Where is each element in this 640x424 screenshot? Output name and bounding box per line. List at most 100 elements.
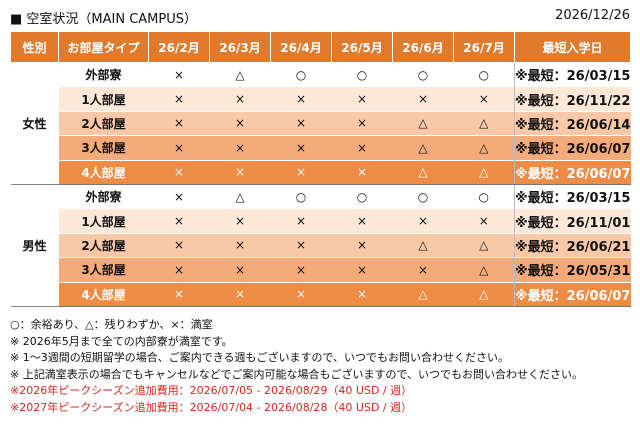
- availability-mark: △: [209, 183, 271, 209]
- updated-date: 2026/12/26: [555, 8, 630, 23]
- table-row: 4人部屋 × × × × △ △ ※最短：26/06/07-: [11, 159, 631, 185]
- availability-mark: ×: [209, 159, 271, 185]
- availability-mark: ×: [209, 208, 271, 234]
- availability-mark: ×: [331, 110, 393, 136]
- col-header-month: 26/3月: [209, 31, 271, 63]
- availability-mark: ×: [331, 257, 393, 283]
- availability-mark: ○: [331, 61, 393, 87]
- table-body: 女性 外部寮 × △ ○ ○ ○ ○ ※最短：26/03/15- 1人部屋 × × × × × × ※最短：26…: [10, 61, 631, 307]
- earliest-date-cell: ※最短：26/06/07-: [514, 281, 631, 307]
- room-type-cell: 1人部屋: [58, 208, 149, 234]
- availability-mark: ×: [209, 281, 271, 307]
- col-header-gender: 性別: [10, 31, 59, 63]
- col-header-month: 26/2月: [148, 31, 210, 63]
- room-type-cell: 2人部屋: [58, 232, 149, 258]
- room-type-cell: 外部寮: [58, 183, 149, 209]
- page-header: ■ 空室状況（MAIN CAMPUS） 2026/12/26: [10, 6, 630, 28]
- availability-mark: △: [392, 110, 454, 136]
- availability-mark: ×: [270, 208, 332, 234]
- availability-mark: △: [392, 281, 454, 307]
- availability-mark: ×: [331, 159, 393, 185]
- availability-mark: ×: [148, 110, 210, 136]
- availability-mark: ×: [148, 183, 210, 209]
- earliest-date-cell: ※最短：26/06/14-: [514, 110, 631, 136]
- availability-mark: △: [453, 110, 515, 136]
- availability-mark: ×: [270, 135, 332, 161]
- availability-mark: △: [392, 159, 454, 185]
- availability-mark: ×: [392, 86, 454, 112]
- availability-mark: ×: [270, 86, 332, 112]
- availability-mark: ○: [392, 183, 454, 209]
- col-header-month: 26/7月: [453, 31, 515, 63]
- availability-mark: ○: [270, 183, 332, 209]
- availability-mark: ×: [148, 281, 210, 307]
- room-type-cell: 外部寮: [58, 61, 149, 87]
- table-row: 1人部屋 × × × × × × ※最短：26/11/01-: [11, 208, 631, 234]
- table-row: 3人部屋 × × × × × △ ※最短：26/05/31-: [11, 257, 631, 283]
- earliest-date-cell: ※最短：26/03/15-: [514, 61, 631, 87]
- availability-mark: △: [453, 159, 515, 185]
- availability-mark: ○: [453, 61, 515, 87]
- availability-mark: ×: [331, 208, 393, 234]
- availability-mark: ×: [331, 86, 393, 112]
- table-row: 4人部屋 × × × × △ △ ※最短：26/06/07-: [11, 281, 631, 307]
- peak-season-note: ※2027年ピークシーズン追加費用：2026/07/04 - 2026/08/2…: [10, 400, 413, 414]
- availability-mark: ×: [209, 110, 271, 136]
- gender-cell: 男性: [10, 183, 59, 307]
- room-type-cell: 2人部屋: [58, 110, 149, 136]
- table-row: 2人部屋 × × × × △ △ ※最短：26/06/21-: [11, 232, 631, 258]
- earliest-date-cell: ※最短：26/06/07-: [514, 135, 631, 161]
- availability-mark: ×: [148, 208, 210, 234]
- col-header-earliest: 最短入学日: [514, 31, 631, 63]
- room-type-cell: 3人部屋: [58, 135, 149, 161]
- table-row: 1人部屋 × × × × × × ※最短：26/11/22-: [11, 86, 631, 112]
- room-type-cell: 3人部屋: [58, 257, 149, 283]
- legend-note: ○：余裕あり、△：残りわずか、×：満室: [10, 318, 213, 331]
- table-row: 女性 外部寮 × △ ○ ○ ○ ○ ※最短：26/03/15-: [10, 61, 631, 185]
- availability-mark: △: [453, 232, 515, 258]
- availability-mark: ×: [392, 208, 454, 234]
- availability-mark: ×: [453, 208, 515, 234]
- earliest-date-cell: ※最短：26/06/21-: [514, 232, 631, 258]
- availability-mark: △: [453, 257, 515, 283]
- availability-mark: ×: [148, 135, 210, 161]
- table-row: 2人部屋 × × × × △ △ ※最短：26/06/14-: [11, 110, 631, 136]
- availability-mark: ×: [270, 110, 332, 136]
- availability-mark: ×: [148, 257, 210, 283]
- availability-mark: ×: [331, 281, 393, 307]
- table-row: 男性 外部寮 × △ ○ ○ ○ ○ ※最短：26/03/15-: [10, 183, 631, 307]
- notes-block: ○：余裕あり、△：残りわずか、×：満室 ※ 2026年5月まで全ての内部寮が満室…: [10, 317, 630, 416]
- note-line: ※ 2026年5月まで全ての内部寮が満室です。: [10, 334, 233, 348]
- earliest-date-cell: ※最短：26/11/22-: [514, 86, 631, 112]
- col-header-month: 26/4月: [270, 31, 332, 63]
- availability-mark: ○: [270, 61, 332, 87]
- table-header-row: 性別 お部屋タイプ 26/2月 26/3月 26/4月 26/5月 26/6月 …: [10, 31, 631, 63]
- availability-mark: △: [209, 61, 271, 87]
- availability-mark: ×: [331, 135, 393, 161]
- availability-mark: ×: [209, 135, 271, 161]
- room-type-cell: 4人部屋: [58, 281, 149, 307]
- availability-mark: ×: [148, 159, 210, 185]
- availability-table: 性別 お部屋タイプ 26/2月 26/3月 26/4月 26/5月 26/6月 …: [10, 31, 631, 307]
- availability-mark: ○: [453, 183, 515, 209]
- col-header-month: 26/6月: [392, 31, 454, 63]
- availability-mark: ○: [331, 183, 393, 209]
- availability-mark: ×: [148, 61, 210, 87]
- availability-mark: △: [453, 281, 515, 307]
- room-type-cell: 1人部屋: [58, 86, 149, 112]
- earliest-date-cell: ※最短：26/11/01-: [514, 208, 631, 234]
- availability-mark: ×: [270, 159, 332, 185]
- earliest-date-cell: ※最短：26/03/15-: [514, 183, 631, 209]
- availability-mark: ×: [148, 86, 210, 112]
- table-row: 3人部屋 × × × × △ △ ※最短：26/06/07-: [11, 135, 631, 161]
- col-header-month: 26/5月: [331, 31, 393, 63]
- availability-mark: ×: [331, 232, 393, 258]
- availability-mark: △: [392, 232, 454, 258]
- earliest-date-cell: ※最短：26/05/31-: [514, 257, 631, 283]
- note-line: ※ 1～3週間の短期留学の場合、ご案内できる週もございますので、いつでもお問い合…: [10, 351, 510, 364]
- availability-mark: ○: [392, 61, 454, 87]
- room-type-cell: 4人部屋: [58, 159, 149, 185]
- availability-mark: ×: [270, 281, 332, 307]
- availability-mark: ×: [209, 86, 271, 112]
- availability-mark: △: [453, 135, 515, 161]
